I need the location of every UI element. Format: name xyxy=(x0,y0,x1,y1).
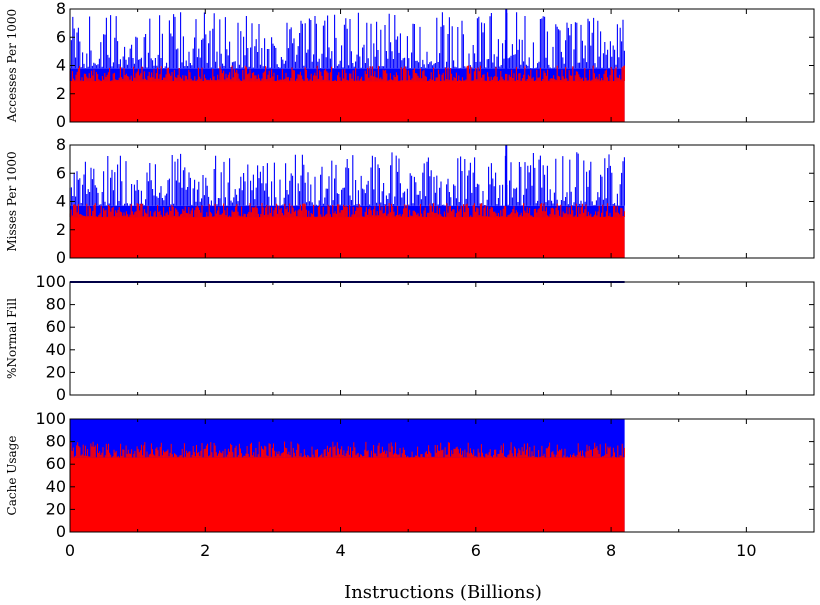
y-axis-label: %Normal Fill xyxy=(5,298,19,379)
series-red xyxy=(69,203,625,258)
x-tick-label: 8 xyxy=(606,541,616,560)
red-body xyxy=(70,457,625,532)
red-body xyxy=(70,217,625,258)
plot-area xyxy=(70,282,814,395)
y-tick-label: 80 xyxy=(46,295,66,314)
y-tick-label: 0 xyxy=(56,522,66,541)
y-tick-label: 60 xyxy=(46,317,66,336)
y-tick-label: 100 xyxy=(35,272,66,291)
x-tick-label: 10 xyxy=(736,541,756,560)
y-tick-label: 0 xyxy=(56,248,66,267)
panel-4: 0 20 40 60 80 100 Cache Usage xyxy=(5,409,815,541)
y-tick-label: 40 xyxy=(46,340,66,359)
y-axis-label: Accesses Per 1000 xyxy=(5,9,19,123)
plot-frame xyxy=(69,281,815,396)
x-tick-labels: 0 2 4 6 8 10 xyxy=(65,541,757,560)
y-tick-label: 0 xyxy=(56,112,66,131)
x-tick-label: 6 xyxy=(471,541,481,560)
panel-1: 0 2 4 6 8 Accesses Per 1000 xyxy=(5,0,815,131)
x-tick-label: 2 xyxy=(200,541,210,560)
x-axis-label: Instructions (Billions) xyxy=(344,582,542,603)
x-tick-label: 0 xyxy=(65,541,75,560)
y-tick-label: 80 xyxy=(46,432,66,451)
y-axis-label: Misses Per 1000 xyxy=(5,151,19,251)
panel-2: 0 2 4 6 8 Misses Per 1000 xyxy=(5,135,815,267)
y-tick-label: 20 xyxy=(46,499,66,518)
panel-3: 0 20 40 60 80 100 %Normal Fill xyxy=(5,272,815,404)
x-tick-label: 4 xyxy=(335,541,345,560)
y-tick-label: 40 xyxy=(46,477,66,496)
y-tick-label: 4 xyxy=(56,56,66,75)
y-axis-label: Cache Usage xyxy=(5,436,19,516)
y-tick-label: 60 xyxy=(46,454,66,473)
y-tick-label: 2 xyxy=(56,84,66,103)
y-tick-label: 6 xyxy=(56,163,66,182)
y-tick-label: 20 xyxy=(46,362,66,381)
series-red xyxy=(69,441,625,532)
y-tick-label: 100 xyxy=(35,409,66,428)
y-tick-label: 2 xyxy=(56,220,66,239)
red-body xyxy=(70,81,625,122)
y-tick-label: 0 xyxy=(56,385,66,404)
series-red xyxy=(69,65,625,122)
plot-frame xyxy=(69,418,815,533)
y-tick-label: 4 xyxy=(56,192,66,211)
y-tick-label: 8 xyxy=(56,135,66,154)
y-tick-label: 6 xyxy=(56,27,66,46)
y-tick-label: 8 xyxy=(56,0,66,18)
